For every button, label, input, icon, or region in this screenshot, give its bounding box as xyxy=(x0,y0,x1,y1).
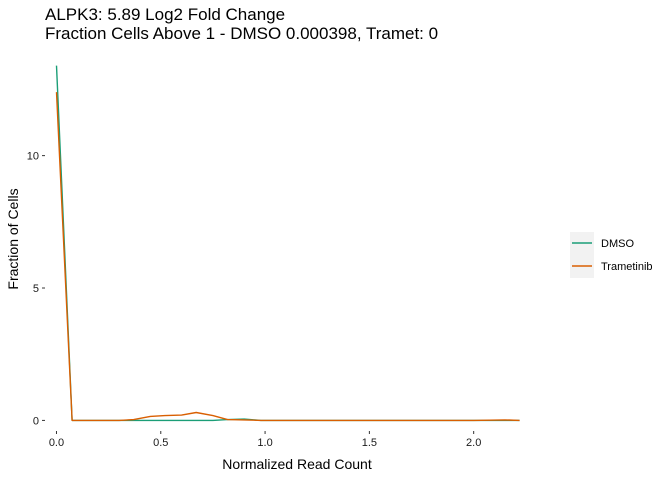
x-tick-label: 1.0 xyxy=(257,437,272,449)
legend-label-trametinib: Trametinib xyxy=(601,261,653,273)
y-tick-label: 0 xyxy=(33,415,39,427)
series-layer xyxy=(55,65,520,422)
x-axis: 0.0 0.5 1.0 1.5 2.0 xyxy=(49,431,481,449)
x-tick-label: 0.0 xyxy=(49,437,64,449)
y-axis-title: Fraction of Cells xyxy=(5,188,21,289)
x-tick-label: 2.0 xyxy=(466,437,481,449)
x-tick-label: 0.5 xyxy=(153,437,168,449)
series-line-trametinib xyxy=(55,92,520,422)
y-tick-label: 10 xyxy=(27,151,39,163)
legend-key-background xyxy=(570,232,594,278)
series-line-dmso xyxy=(55,65,520,422)
y-axis: 0 5 10 xyxy=(27,151,45,427)
legend-label-dmso: DMSO xyxy=(601,238,634,250)
chart-title: ALPK3: 5.89 Log2 Fold Change xyxy=(45,5,285,24)
x-axis-title: Normalized Read Count xyxy=(222,456,372,472)
x-tick-label: 1.5 xyxy=(362,437,377,449)
legend: DMSO Trametinib xyxy=(570,232,653,278)
y-tick-label: 5 xyxy=(33,283,39,295)
chart-subtitle: Fraction Cells Above 1 - DMSO 0.000398, … xyxy=(45,24,438,43)
